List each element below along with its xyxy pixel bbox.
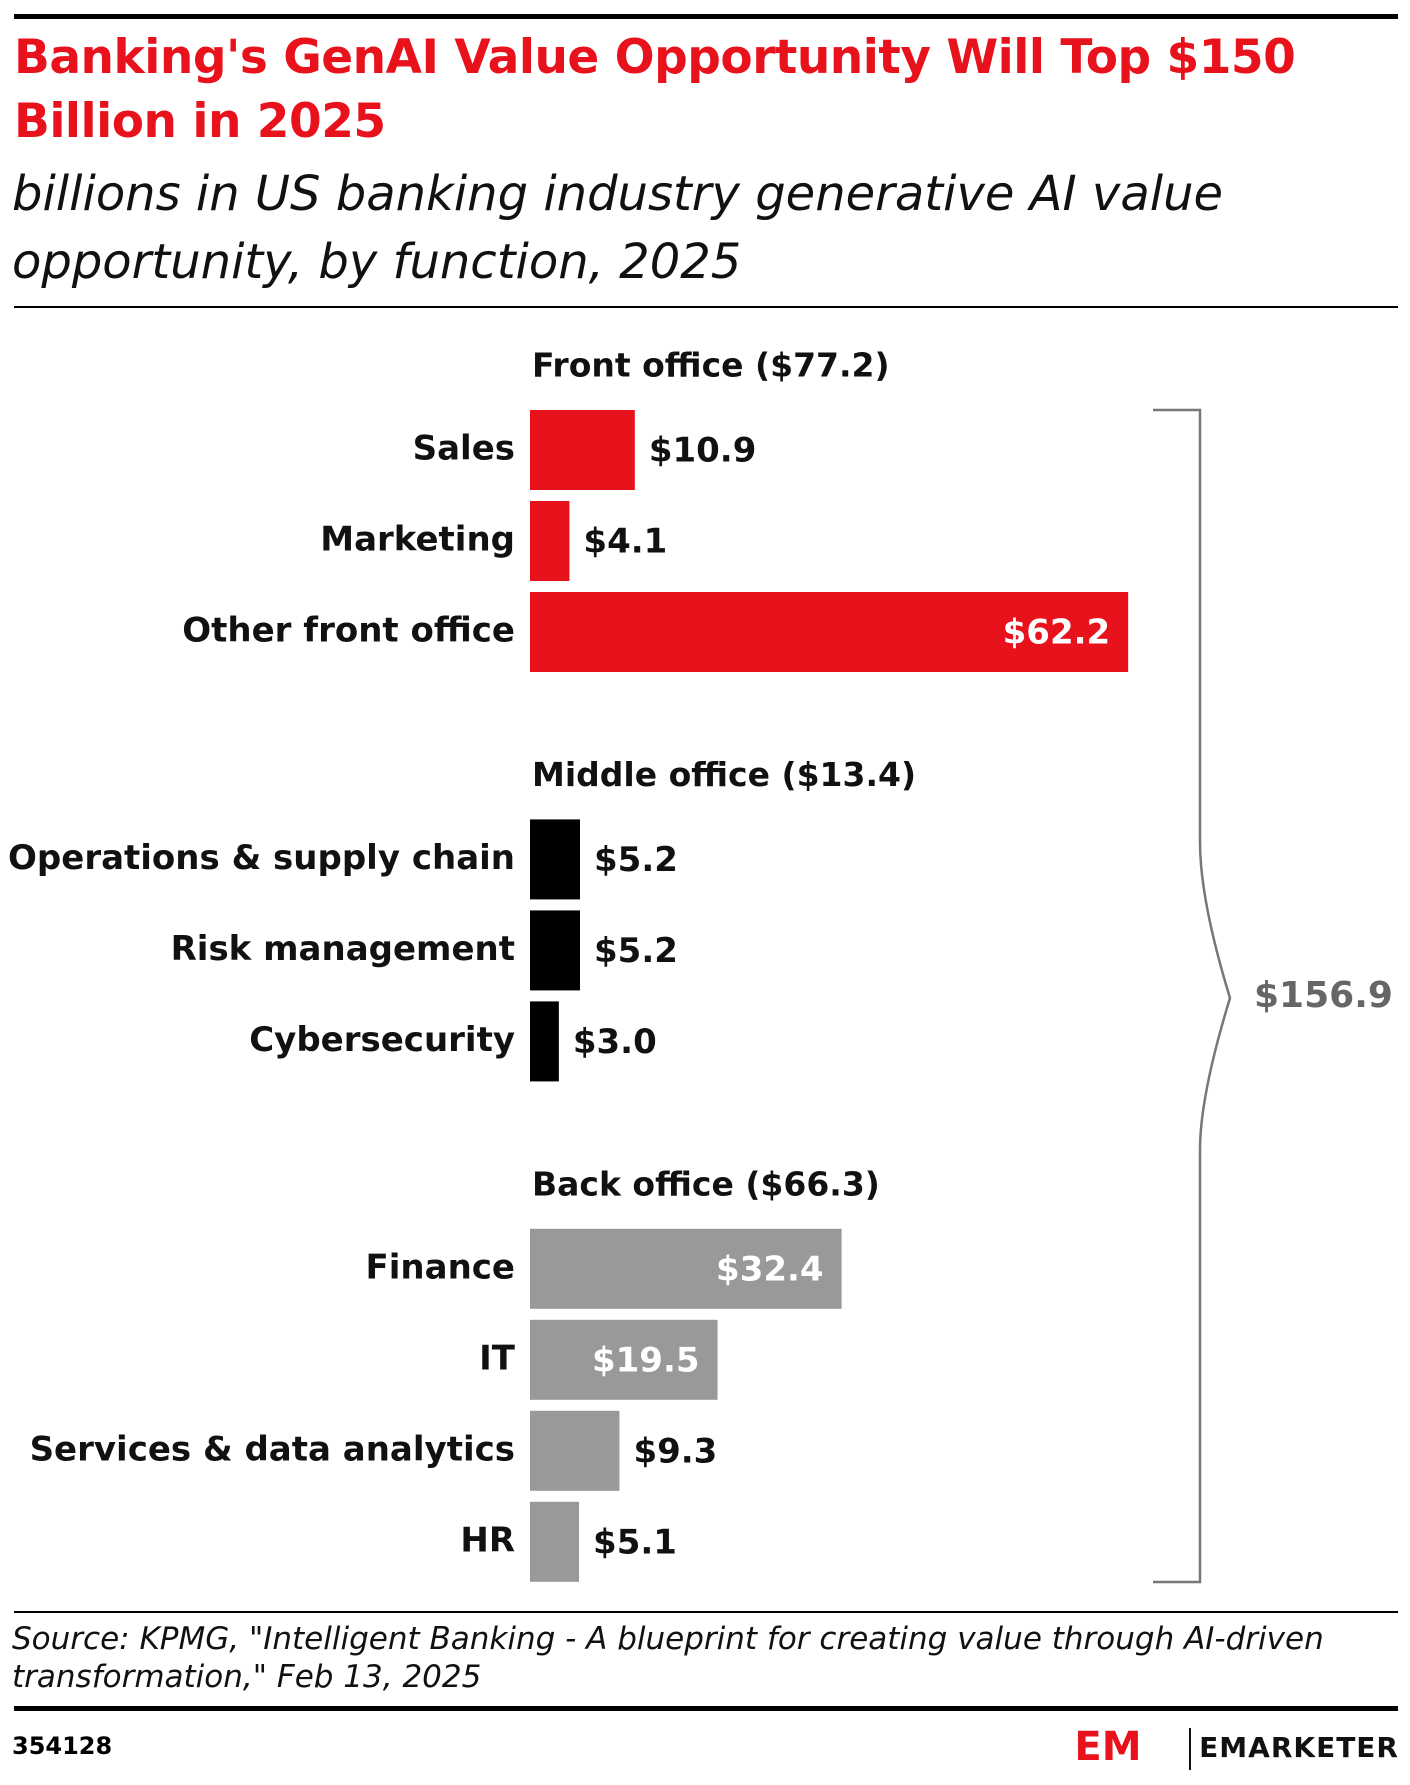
bar (530, 819, 581, 900)
category-label: Cybersecurity (249, 1020, 515, 1060)
footer-rule-thick (14, 1706, 1398, 1711)
chart-subtitle: billions in US banking industry generati… (12, 166, 1224, 290)
category-label: Marketing (320, 520, 515, 560)
category-label: Finance (366, 1247, 515, 1287)
bar (530, 410, 635, 490)
bar (530, 910, 581, 991)
value-label: $5.2 (594, 931, 678, 971)
category-label: IT (479, 1338, 516, 1378)
footer-rule (14, 1611, 1398, 1613)
total-label: $156.9 (1254, 975, 1393, 1016)
brand: EMARKETER (1199, 1731, 1399, 1764)
source: Source: KPMG, "Intelligent Banking - A b… (12, 1621, 1324, 1695)
bar (530, 1228, 842, 1309)
value-label: $19.5 (592, 1340, 700, 1380)
bar (530, 1001, 559, 1082)
value-label: $32.4 (716, 1249, 824, 1289)
group-title: Front office ($77.2) (532, 346, 890, 385)
value-label: $9.3 (633, 1431, 717, 1471)
value-label: $4.1 (583, 522, 667, 562)
top-rule (14, 14, 1398, 19)
category-label: Services & data analytics (30, 1429, 515, 1469)
value-label: $5.1 (593, 1522, 677, 1562)
category-label: Risk management (171, 929, 515, 969)
chart-id: 354128 (12, 1732, 113, 1760)
value-label: $3.0 (573, 1022, 657, 1062)
brand-logo: EM (1074, 1724, 1141, 1770)
value-label: $10.9 (649, 431, 757, 471)
bar (530, 592, 1129, 672)
value-label: $5.2 (594, 840, 678, 880)
group-title: Back office ($66.3) (532, 1164, 880, 1203)
category-label: Other front office (182, 611, 515, 651)
category-label: HR (460, 1520, 515, 1560)
total-bracket (1153, 408, 1232, 1584)
header-rule (14, 306, 1398, 308)
bar (530, 1410, 620, 1491)
bar (530, 1319, 718, 1400)
chart-title: Banking's GenAI Value Opportunity Will T… (14, 30, 1296, 149)
category-label: Sales (413, 429, 515, 469)
bar (530, 1501, 580, 1582)
category-label: Operations & supply chain (8, 838, 515, 878)
value-label: $62.2 (1003, 613, 1111, 653)
bar (530, 501, 570, 581)
group-title: Middle office ($13.4) (532, 755, 916, 794)
